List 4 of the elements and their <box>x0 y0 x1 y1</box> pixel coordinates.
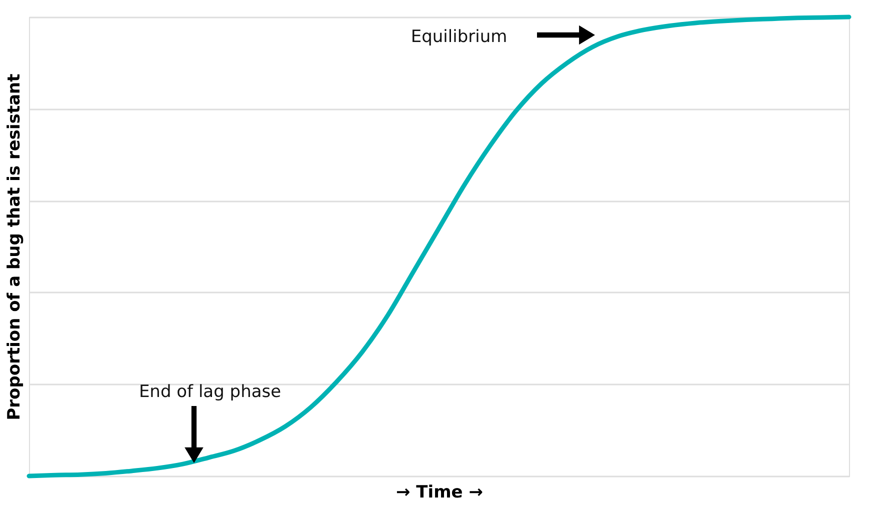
x-axis-title: → Time → <box>396 482 483 502</box>
annotation: Equilibrium <box>410 27 508 47</box>
y-axis-title: Proportion of a bug that is resistant <box>4 74 24 420</box>
annotation: End of lag phase <box>138 382 282 402</box>
